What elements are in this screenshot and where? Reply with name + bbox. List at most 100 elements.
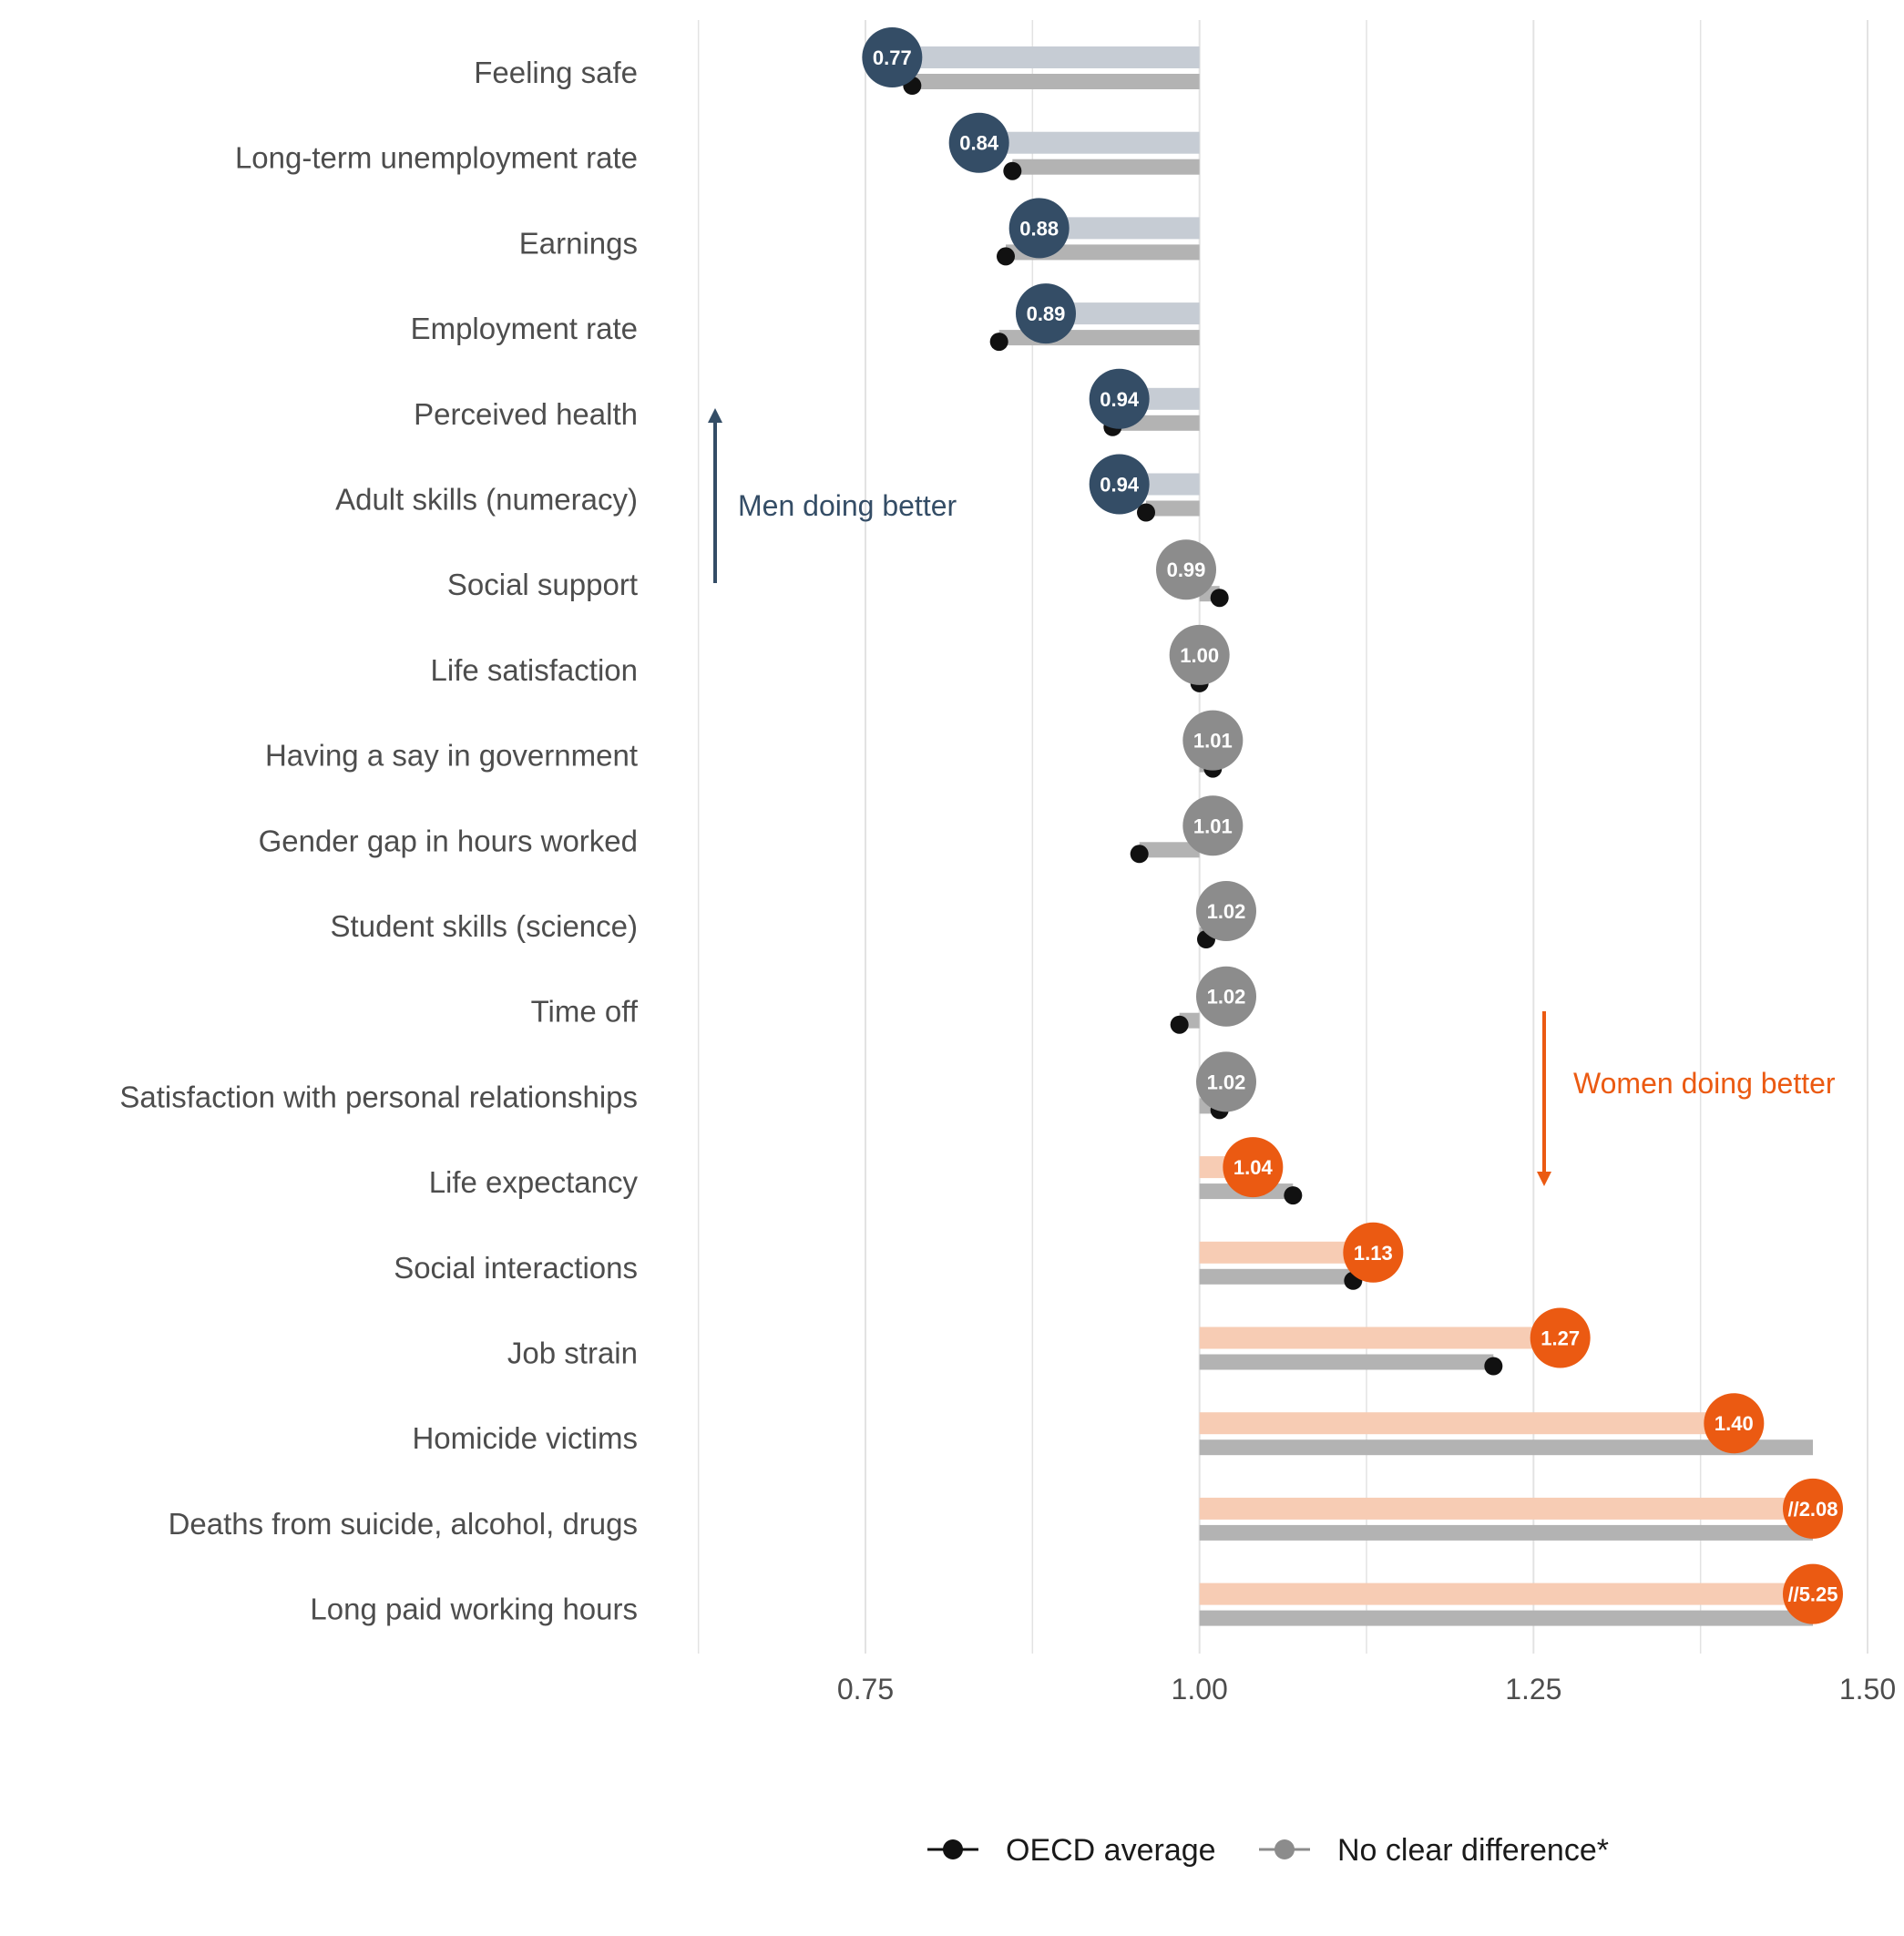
legend-label-oecd-average: OECD average: [1006, 1833, 1216, 1868]
category-label: Life expectancy: [429, 1165, 639, 1199]
value-label: 0.89: [1027, 302, 1066, 325]
category-label: Deaths from suicide, alcohol, drugs: [169, 1507, 638, 1541]
oecd-bar: [1146, 500, 1200, 517]
bars-layer: [892, 46, 1813, 1626]
legend-item-no-clear-difference: No clear difference*: [1259, 1833, 1609, 1868]
value-dot: [1783, 1478, 1843, 1539]
value-dot: [1156, 539, 1216, 600]
value-bar: [1199, 1583, 1813, 1605]
value-label: 1.01: [1193, 814, 1233, 837]
category-label: Homicide victims: [412, 1421, 638, 1455]
value-dot: [1196, 881, 1256, 941]
value-bar: [1199, 1497, 1813, 1520]
category-label: Having a say in government: [265, 739, 638, 773]
x-tick-label: 1.00: [1172, 1673, 1228, 1706]
category-label: Employment rate: [411, 312, 638, 345]
value-label: 0.77: [873, 46, 912, 69]
oecd-dot: [1484, 1357, 1503, 1376]
value-dot: [1783, 1563, 1843, 1624]
oecd-dot: [1210, 589, 1229, 608]
oecd-bar: [1199, 1268, 1354, 1285]
oecd-dot: [1284, 1186, 1303, 1205]
value-dot: [1008, 198, 1070, 259]
oecd-bar: [1199, 1610, 1813, 1626]
value-dot: [1196, 966, 1256, 1027]
category-label: Gender gap in hours worked: [259, 824, 638, 857]
women-arrow-down-icon: [1537, 1172, 1551, 1186]
men-annotation: Men doing better: [708, 408, 957, 583]
oecd-dot: [989, 333, 1008, 352]
category-label: Long-term unemployment rate: [235, 141, 638, 175]
value-label: 1.00: [1180, 644, 1219, 667]
x-axis-ticks: 0.75 1.00 1.25 1.50: [837, 1673, 1896, 1706]
value-label: //5.25: [1787, 1583, 1837, 1606]
value-dot: [1169, 624, 1230, 685]
oecd-dot: [1130, 845, 1149, 864]
value-label: 1.02: [1207, 900, 1246, 923]
women-annotation: Women doing better: [1537, 1011, 1836, 1186]
oecd-bar: [912, 74, 1200, 89]
value-dot: [1089, 368, 1150, 429]
value-dot: [1089, 454, 1150, 515]
oecd-bar: [1199, 1354, 1494, 1370]
category-label: Feeling safe: [474, 56, 638, 89]
value-dot: [1530, 1307, 1591, 1368]
value-dot: [1016, 283, 1076, 344]
x-tick-label: 1.25: [1505, 1673, 1561, 1706]
value-label: 0.94: [1100, 388, 1140, 411]
value-dot: [862, 27, 923, 87]
value-dot: [1223, 1137, 1284, 1198]
category-label: Job strain: [507, 1337, 638, 1370]
value-dot: [1704, 1393, 1765, 1454]
value-bar: [978, 131, 1200, 154]
category-label: Life satisfaction: [431, 653, 638, 687]
category-label: Social support: [447, 568, 638, 601]
category-label: Social interactions: [394, 1251, 638, 1285]
value-label: 0.99: [1167, 558, 1206, 581]
value-label: 1.01: [1193, 730, 1233, 753]
grid-layer: [697, 20, 1868, 1654]
value-label: 0.94: [1100, 474, 1140, 497]
category-label: Earnings: [519, 226, 638, 260]
legend-label-no-clear-difference: No clear difference*: [1337, 1833, 1609, 1868]
oecd-dot: [1170, 1015, 1189, 1034]
value-label: 0.88: [1019, 217, 1059, 240]
category-labels: Feeling safe Long-term unemployment rate E…: [119, 56, 638, 1626]
category-label: Satisfaction with personal relationships: [119, 1080, 638, 1113]
oecd-dot: [1137, 503, 1155, 522]
value-label: 1.27: [1541, 1327, 1580, 1350]
value-bar: [892, 46, 1200, 68]
value-dot: [948, 112, 1009, 173]
oecd-bar: [1139, 842, 1200, 858]
category-label: Time off: [531, 995, 639, 1029]
value-label: 1.02: [1207, 1070, 1246, 1093]
category-label: Perceived health: [414, 397, 638, 431]
legend-item-oecd-average: OECD average: [927, 1833, 1216, 1868]
value-dot: [1196, 1051, 1256, 1112]
value-dot: [1182, 710, 1244, 771]
men-annotation-label: Men doing better: [738, 489, 957, 522]
x-tick-label: 1.50: [1839, 1673, 1896, 1706]
value-label: 1.02: [1207, 986, 1246, 1009]
oecd-bar: [1199, 1524, 1813, 1541]
oecd-dot: [1003, 161, 1022, 180]
category-label: Long paid working hours: [310, 1593, 638, 1626]
value-label: //2.08: [1787, 1498, 1837, 1521]
legend-oecd-dot-icon: [943, 1839, 963, 1859]
women-annotation-label: Women doing better: [1573, 1067, 1836, 1100]
value-dot: [1182, 795, 1244, 856]
value-label: 1.40: [1715, 1412, 1754, 1435]
men-arrow-up-icon: [708, 408, 722, 423]
dots-layer: 0.77 0.84 0.88 0.89 0.94 0.94 0.99 1.00 1.01 1.01…: [862, 27, 1843, 1624]
value-dot: [1343, 1222, 1404, 1283]
value-bar: [1199, 1327, 1561, 1349]
oecd-bar: [1199, 1439, 1813, 1456]
category-label: Adult skills (numeracy): [335, 483, 638, 517]
value-label: 1.04: [1234, 1156, 1274, 1179]
oecd-bar: [1012, 159, 1200, 175]
value-bar: [1199, 1412, 1735, 1435]
x-tick-label: 0.75: [837, 1673, 894, 1706]
legend-neutral-dot-icon: [1274, 1839, 1295, 1859]
oecd-dot: [997, 247, 1015, 266]
